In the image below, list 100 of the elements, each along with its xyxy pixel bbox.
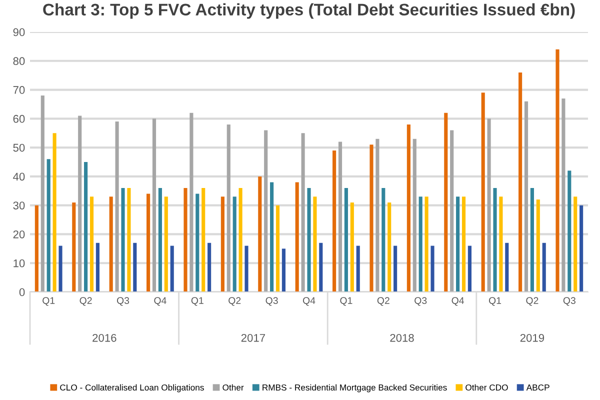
bar: [430, 246, 434, 292]
y-tick-label: 90: [13, 28, 25, 36]
y-tick-label: 20: [13, 230, 25, 238]
bar: [184, 188, 188, 292]
bar: [152, 118, 156, 292]
bar: [536, 200, 540, 292]
bar: [450, 130, 454, 292]
x-tick-label: Q4: [154, 297, 166, 306]
bar: [388, 202, 392, 292]
bar: [556, 49, 560, 292]
bar: [133, 242, 137, 292]
x-tick-label: Q2: [526, 297, 538, 306]
bar: [34, 205, 38, 292]
text: 2019: [520, 334, 544, 342]
bar: [412, 138, 416, 292]
bar: [96, 242, 100, 292]
bar: [190, 112, 194, 292]
bar: [542, 242, 546, 292]
bar: [226, 124, 230, 292]
bar: [580, 205, 584, 292]
bar: [115, 122, 119, 292]
bar: [276, 205, 280, 292]
bar: [127, 188, 131, 292]
bar: [319, 242, 323, 292]
bar: [196, 194, 200, 292]
text: 2018: [390, 334, 414, 342]
bar: [158, 188, 162, 292]
bar: [295, 182, 299, 292]
legend-label: Other: [222, 384, 244, 391]
y-tick-label: 80: [13, 57, 25, 66]
bar: [301, 133, 305, 292]
y-tick-label: 50: [13, 144, 25, 152]
y-tick-label: 60: [13, 114, 25, 123]
bar: [270, 182, 274, 292]
bar: [146, 194, 150, 292]
bar: [202, 188, 206, 292]
bar: [370, 144, 374, 292]
bar: [524, 101, 528, 292]
bar: [332, 150, 336, 292]
y-tick-label: 70: [13, 86, 25, 94]
bar: [170, 246, 174, 292]
text: 2016: [92, 334, 116, 342]
bar: [505, 242, 509, 292]
text: 2017: [241, 334, 265, 342]
bar: [376, 138, 380, 292]
bar: [406, 124, 410, 292]
bar: [350, 202, 354, 292]
bar: [258, 176, 262, 292]
bar: [418, 196, 422, 292]
bar: [78, 116, 82, 292]
bar: [481, 92, 485, 292]
bar: [307, 188, 311, 292]
bar: [72, 202, 76, 292]
bar: [208, 242, 212, 292]
x-tick-label: Q2: [377, 297, 390, 306]
bar: [244, 246, 248, 292]
x-tick-label: Q2: [80, 297, 92, 306]
bar: [40, 96, 44, 292]
bar: [109, 196, 113, 292]
y-tick-label: 0: [19, 288, 25, 296]
bar: [121, 188, 125, 292]
x-tick-label: Q1: [340, 297, 352, 306]
bar: [468, 246, 472, 292]
bar: [382, 188, 386, 292]
x-tick-label: Q3: [414, 297, 427, 306]
bar: [518, 72, 522, 292]
x-tick-label: Q3: [116, 297, 130, 306]
bar: [456, 196, 460, 292]
bar: [487, 118, 491, 292]
y-tick-label: 30: [13, 202, 25, 210]
bar: [46, 159, 50, 292]
x-tick-label: Q4: [452, 297, 464, 306]
x-tick-label: Q3: [563, 297, 576, 306]
x-tick-label: Q4: [302, 297, 316, 306]
legend-label: ABCP: [526, 384, 550, 391]
bar: [444, 112, 448, 292]
bar: [238, 188, 242, 292]
bar: [313, 196, 317, 292]
bar: [58, 246, 62, 292]
x-tick-label: Q1: [191, 297, 204, 306]
bar: [493, 188, 497, 292]
bar: [562, 98, 566, 292]
x-tick-label: Q3: [266, 297, 278, 306]
bar: [424, 196, 428, 292]
x-tick-label: Q1: [42, 297, 55, 306]
bar: [530, 188, 534, 292]
legend-label: RMBS - Residential Mortgage Backed Securities: [262, 384, 447, 392]
bar: [220, 196, 224, 292]
bar: [52, 133, 56, 292]
bar: [462, 196, 466, 292]
legend-label: Other CDO: [466, 384, 508, 391]
bar: [356, 246, 360, 292]
bar: [499, 196, 503, 292]
bar: [84, 162, 88, 292]
legend-label: CLO - Collateralised Loan Obligations: [60, 384, 204, 392]
bar: [574, 196, 578, 292]
bar: [568, 170, 572, 292]
bar: [90, 196, 94, 292]
bar: [394, 246, 398, 292]
x-tick-label: Q2: [228, 297, 241, 306]
